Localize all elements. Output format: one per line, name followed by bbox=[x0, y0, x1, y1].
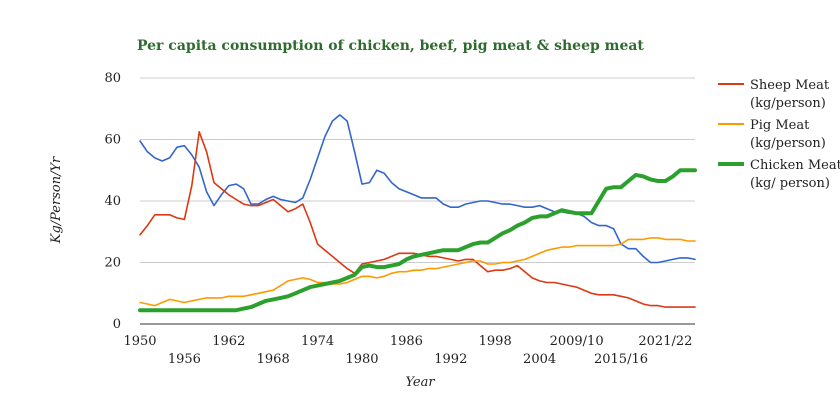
y-tick-label: 0 bbox=[113, 317, 121, 332]
legend-label: Pig Meat (kg/person) bbox=[750, 118, 826, 151]
x-tick-label: 2015/16 bbox=[594, 352, 648, 367]
x-tick-label: 1998 bbox=[479, 334, 512, 349]
series-lines bbox=[138, 114, 697, 313]
x-tick-label: 2004 bbox=[523, 352, 556, 367]
x-tick-label: 2009/10 bbox=[550, 334, 604, 349]
y-axis-title: Kg/Person/Yr bbox=[49, 156, 64, 244]
x-axis-title: Year bbox=[405, 375, 435, 390]
legend-item-pig: Pig Meat (kg/person) bbox=[718, 118, 826, 151]
gridlines bbox=[140, 77, 695, 325]
y-tick-label: 60 bbox=[104, 133, 121, 148]
x-tick-label: 1956 bbox=[168, 352, 201, 367]
x-tick-label: 1986 bbox=[390, 334, 423, 349]
x-tick-label: 1962 bbox=[212, 334, 245, 349]
y-tick-label: 80 bbox=[104, 71, 121, 86]
legend: Sheep Meat (kg/person) Pig Meat (kg/person)… bbox=[718, 78, 840, 191]
x-tick-label: 1950 bbox=[123, 334, 156, 349]
x-tick-label: 1974 bbox=[301, 334, 334, 349]
x-axis-ticks: 1950 1962 1974 1986 1998 2009/10 2021/22 1956 19… bbox=[123, 334, 692, 367]
legend-label: Chicken Meat (kg/ person) bbox=[750, 158, 840, 191]
y-tick-label: 40 bbox=[104, 194, 121, 209]
series-line-chicken bbox=[138, 168, 697, 313]
y-axis-ticks: 0 20 40 60 80 bbox=[104, 71, 121, 332]
legend-item-sheep: Sheep Meat (kg/person) bbox=[718, 78, 830, 111]
series-line-beef bbox=[139, 114, 696, 264]
chart-title: Per capita consumption of chicken, beef,… bbox=[137, 38, 644, 54]
y-tick-label: 20 bbox=[104, 256, 121, 271]
legend-item-chicken: Chicken Meat (kg/ person) bbox=[718, 158, 840, 191]
series-line-pig bbox=[139, 237, 696, 307]
x-tick-label: 1968 bbox=[257, 352, 290, 367]
x-tick-label: 2021/22 bbox=[638, 334, 692, 349]
x-tick-label: 1992 bbox=[434, 352, 467, 367]
x-tick-label: 1980 bbox=[345, 352, 378, 367]
legend-label: Sheep Meat (kg/person) bbox=[750, 78, 830, 111]
series-line-sheep bbox=[139, 131, 696, 308]
